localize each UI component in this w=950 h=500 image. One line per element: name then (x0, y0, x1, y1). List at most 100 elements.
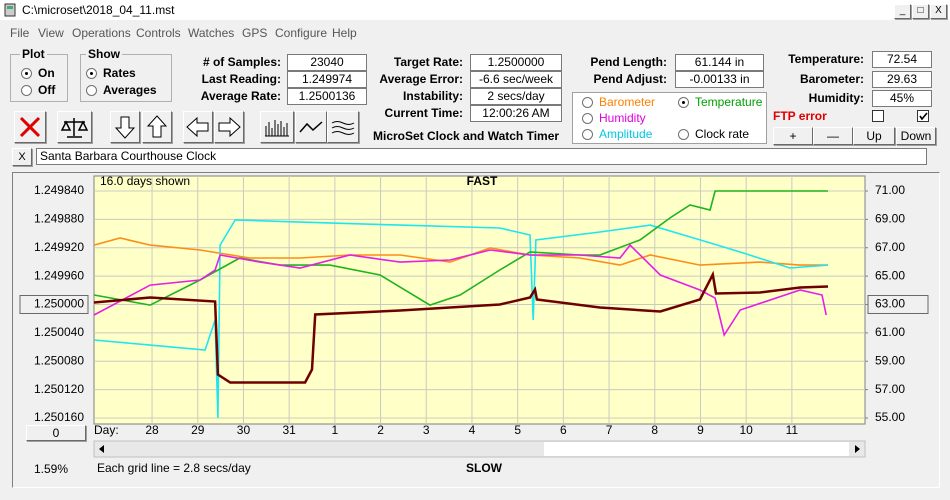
y-tick-label: 1.249880 (34, 212, 84, 226)
minimize-button[interactable]: _ (894, 4, 911, 19)
field-value: 12:00:26 AM (470, 105, 562, 122)
display-options-box (572, 92, 767, 144)
histogram-button[interactable] (260, 111, 294, 143)
radio-button[interactable] (678, 129, 689, 140)
menu-item[interactable]: File (10, 26, 30, 40)
button[interactable]: — (813, 127, 853, 145)
menu-item[interactable]: Controls (136, 26, 181, 40)
x-axis-label: Day: (94, 423, 119, 437)
menu-item[interactable]: Help (332, 26, 357, 40)
line-plot-button[interactable] (295, 111, 327, 143)
x-tick-label: 31 (282, 423, 296, 437)
up-button[interactable] (142, 111, 172, 143)
field-value: -0.00133 in (675, 71, 764, 88)
radio-label[interactable]: Averages (103, 83, 157, 97)
checkbox[interactable] (917, 110, 929, 122)
menu-item[interactable]: View (38, 26, 64, 40)
field-label: Target Rate: (393, 55, 463, 69)
title-bar (0, 0, 950, 20)
radio-label[interactable]: Rates (103, 66, 136, 80)
bottom-label: SLOW (466, 461, 503, 475)
x-tick-label: 9 (697, 423, 704, 437)
menu-item[interactable]: GPS (242, 26, 268, 40)
menu-item[interactable]: Configure (275, 26, 328, 40)
multi-plot-button[interactable] (327, 111, 359, 143)
right-button[interactable] (214, 111, 244, 143)
field-value: 45% (872, 90, 932, 107)
top-label: FAST (467, 174, 498, 188)
left-button[interactable] (183, 111, 213, 143)
maximize-button[interactable]: □ (912, 4, 929, 19)
stop-button[interactable] (14, 111, 46, 143)
span-label: 16.0 days shown (100, 174, 190, 188)
balance-button[interactable] (57, 111, 92, 143)
x-tick-label: 7 (606, 423, 613, 437)
center-button (19, 295, 89, 314)
radio-label[interactable]: Temperature (695, 95, 763, 109)
menu-item[interactable]: Operations (72, 26, 131, 40)
group-title: Show (86, 47, 122, 61)
y2-tick-label: 71.00 (875, 183, 905, 197)
window-title: C:\microset\2018_04_11.mst (22, 3, 175, 17)
field-label: Current Time: (384, 106, 463, 120)
radio-label[interactable]: Off (38, 83, 56, 97)
y-tick-label: 1.249960 (34, 268, 84, 282)
y2-tick-label: 63.00 (875, 297, 905, 311)
radio-label[interactable]: Clock rate (695, 127, 750, 141)
button[interactable]: + (773, 127, 813, 145)
radio-button[interactable] (21, 85, 32, 96)
y2-tick-label: 55.00 (875, 410, 905, 424)
data-line (93, 243, 827, 338)
chart-panel (12, 172, 940, 488)
radio-label[interactable]: On (38, 66, 55, 80)
x-tick-label: 10 (739, 423, 753, 437)
y-tick-label: 1.250000 (34, 297, 84, 311)
y2-tick-label: 61.00 (875, 325, 905, 339)
radio-button[interactable] (582, 113, 593, 124)
y-tick-label: 1.250160 (34, 410, 84, 424)
field-value: 72.54 (872, 51, 932, 68)
radio-label[interactable]: Humidity (599, 111, 646, 125)
checkbox[interactable] (872, 110, 884, 122)
y2-tick-label: 69.00 (875, 212, 905, 226)
field-label: Pend Adjust: (593, 72, 667, 86)
radio-button[interactable] (21, 68, 32, 79)
close-window-button[interactable]: X (930, 4, 947, 19)
field-label: Pend Length: (590, 55, 667, 69)
menu-item[interactable]: Watches (188, 26, 235, 40)
app-icon (4, 3, 16, 17)
close-clock-button[interactable]: X (12, 148, 32, 166)
field-label: Average Rate: (200, 89, 281, 103)
zoom-button[interactable]: 0 (26, 425, 86, 441)
radio-button[interactable] (582, 129, 593, 140)
radio-label[interactable]: Amplitude (599, 127, 653, 141)
field-label: Barometer: (799, 71, 864, 86)
radio-button[interactable] (678, 97, 689, 108)
field-label: Last Reading: (201, 72, 281, 86)
y-tick-label: 1.250120 (34, 382, 84, 396)
button[interactable]: Down (896, 127, 936, 145)
y2-tick-label: 67.00 (875, 240, 905, 254)
field-value: 29.63 (872, 70, 932, 88)
x-tick-label: 11 (786, 423, 799, 437)
radio-button[interactable] (86, 85, 97, 96)
y-tick-label: 1.249920 (34, 240, 84, 254)
radio-label[interactable]: Barometer (599, 95, 656, 109)
field-value: -6.6 sec/week (470, 71, 562, 88)
ftp-error: FTP error (773, 109, 827, 123)
field-label: Average Error: (379, 72, 463, 86)
field-label: Temperature: (788, 52, 864, 66)
x-tick-label: 29 (191, 423, 205, 437)
clock-name[interactable]: Santa Barbara Courthouse Clock (36, 148, 927, 165)
button[interactable]: Up (853, 127, 895, 145)
down-button[interactable] (110, 111, 140, 143)
field-value: 1.2500136 (287, 88, 367, 105)
field-label: # of Samples: (202, 55, 281, 69)
x-tick-label: 5 (514, 423, 521, 437)
x-tick-label: 6 (560, 423, 567, 437)
show-group (80, 54, 172, 102)
radio-button[interactable] (86, 68, 97, 79)
radio-button[interactable] (582, 97, 593, 108)
app-name: MicroSet Clock and Watch Timer (373, 129, 560, 143)
